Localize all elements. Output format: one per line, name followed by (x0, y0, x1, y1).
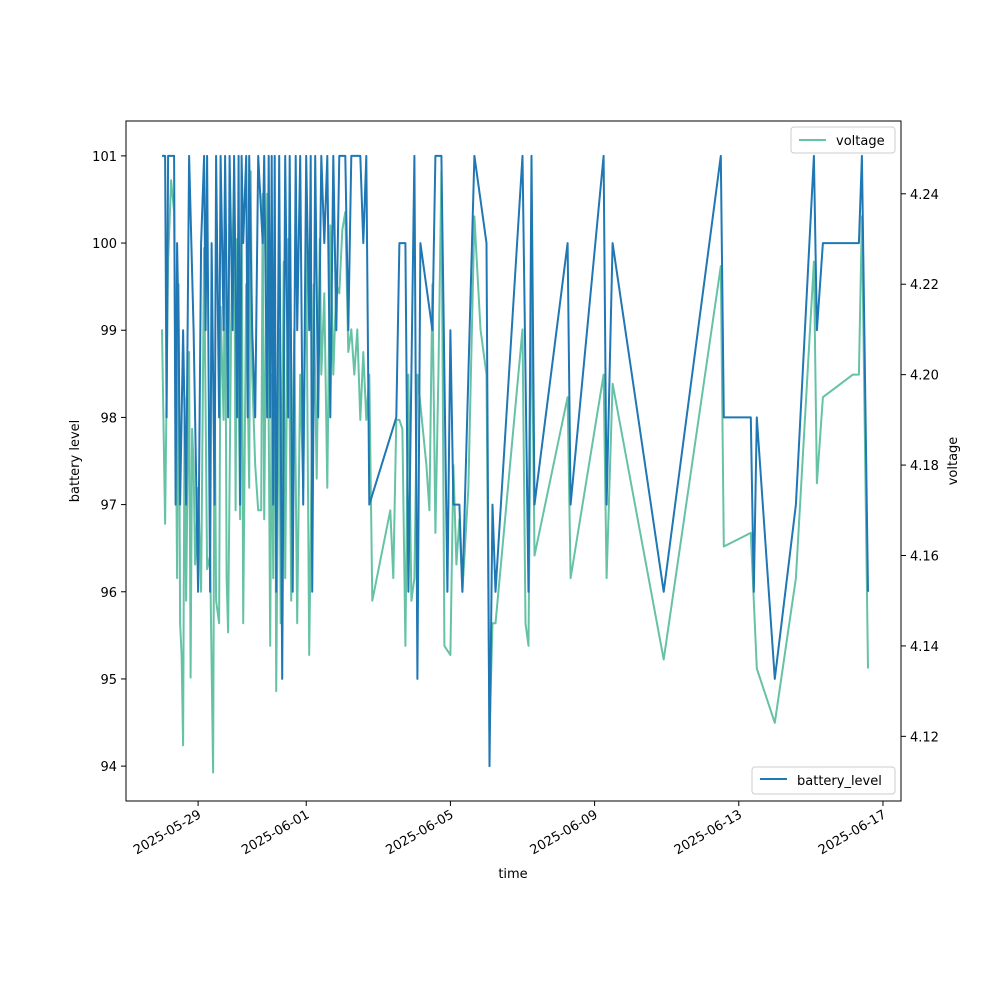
y-right-tick-label: 4.18 (910, 459, 939, 474)
plot-frame (125, 120, 902, 802)
y-axis-right-label: voltage (946, 437, 961, 486)
y-right-tick-label: 4.16 (910, 549, 939, 564)
legend-voltage: voltage (790, 126, 896, 154)
legend-voltage-label: voltage (836, 134, 885, 149)
y-left-tick-label: 101 (92, 150, 117, 165)
series-layer (161, 154, 869, 774)
y-right-tick-label: 4.20 (910, 369, 939, 384)
y-left-tick-label: 94 (100, 760, 117, 775)
legend-battery-level: battery_level (751, 766, 896, 795)
y-right-tick-label: 4.24 (910, 188, 939, 203)
y-left-tick-label: 98 (100, 411, 117, 426)
legend-battery-level-box (751, 766, 896, 795)
y-left-tick-label: 99 (100, 324, 117, 339)
x-axis-label: time (498, 867, 527, 882)
series-line-battery-level (162, 154, 869, 768)
y-right-tick-label: 4.12 (910, 730, 939, 745)
y-right-tick-label: 4.22 (910, 278, 939, 293)
y-left-tick-label: 96 (100, 586, 117, 601)
y-left-tick-label: 95 (100, 673, 117, 688)
legend-battery-level-label: battery_level (797, 774, 882, 789)
y-axis-left-label: battery level (68, 420, 83, 503)
y-right-tick-label: 4.14 (910, 640, 939, 655)
y-left-tick-label: 100 (92, 237, 117, 252)
legend-voltage-box (790, 126, 896, 154)
y-left-tick-label: 97 (100, 499, 117, 514)
